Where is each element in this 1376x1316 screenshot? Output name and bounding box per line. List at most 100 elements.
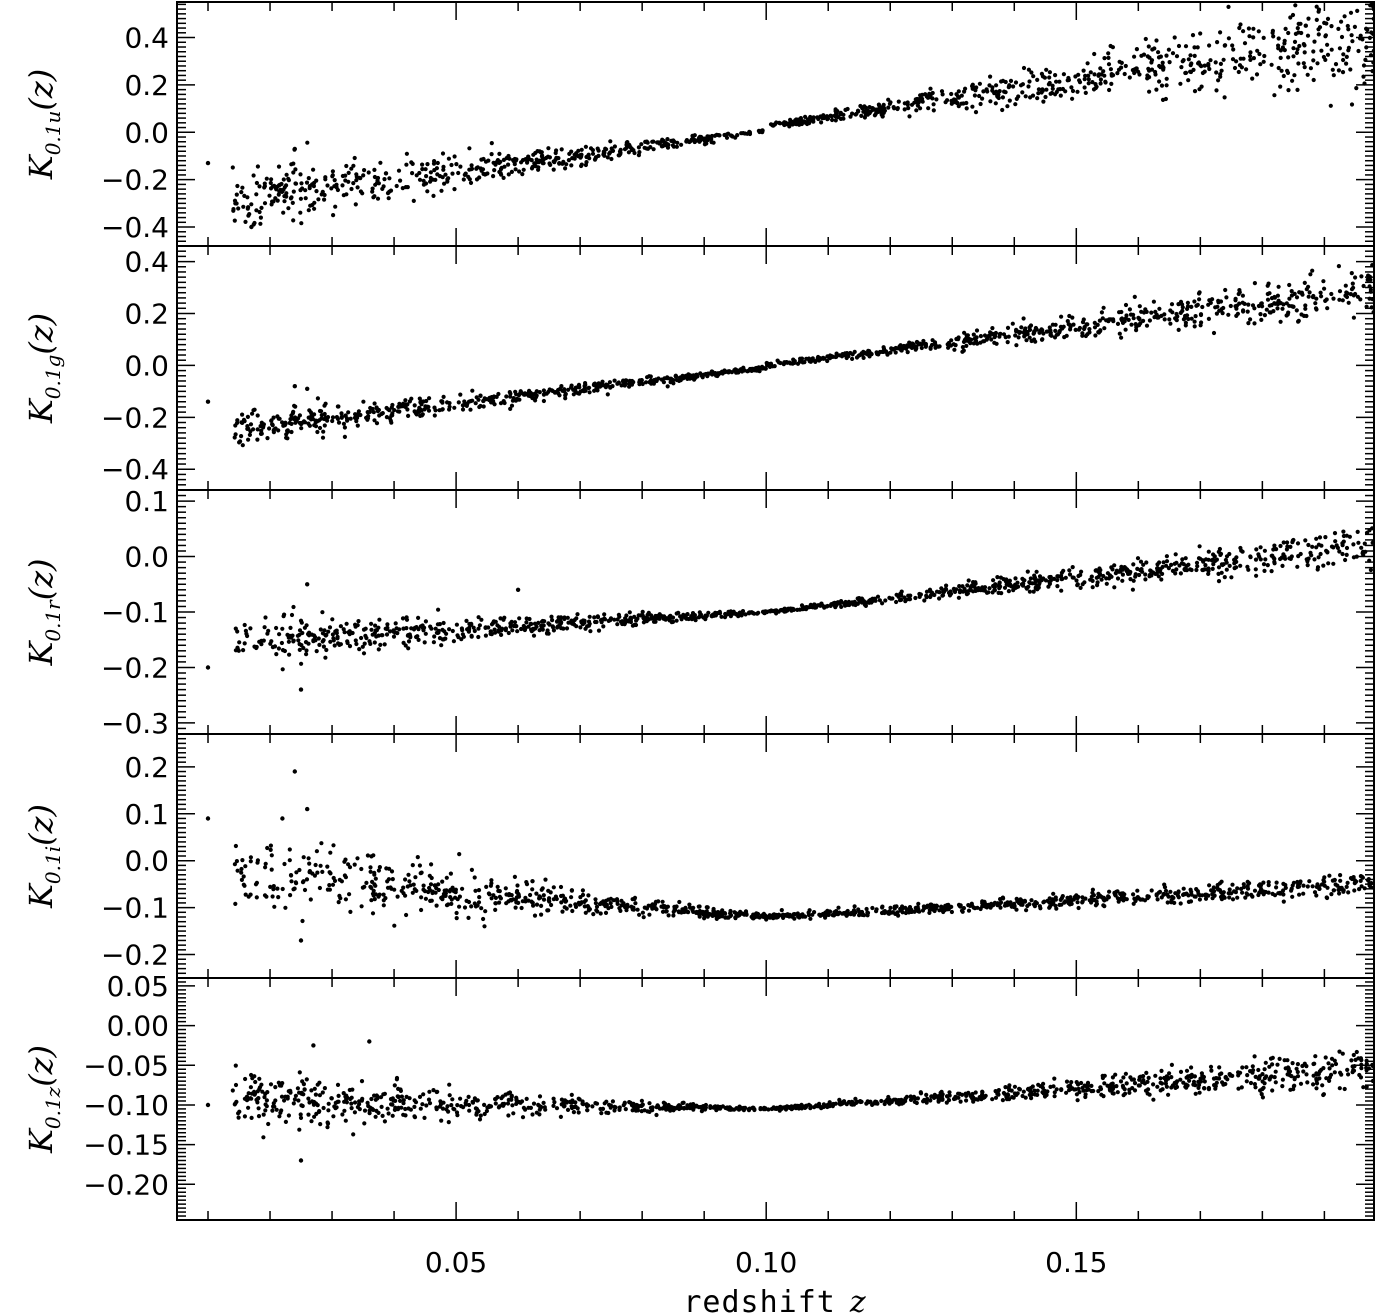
- data-point: [1294, 295, 1300, 300]
- data-point: [843, 107, 848, 112]
- data-point: [1099, 310, 1104, 315]
- data-point: [643, 139, 648, 144]
- data-point: [388, 885, 393, 890]
- data-point: [546, 146, 551, 151]
- data-point: [964, 106, 969, 111]
- data-point: [410, 890, 415, 895]
- data-point: [385, 191, 391, 196]
- data-point: [1146, 44, 1151, 49]
- data-point: [372, 174, 377, 180]
- data-point: [378, 160, 383, 165]
- data-point: [1059, 896, 1064, 901]
- data-point: [541, 398, 547, 404]
- data-point: [1102, 326, 1107, 331]
- data-point: [1278, 319, 1283, 324]
- data-point: [799, 603, 805, 608]
- data-point: [1315, 61, 1320, 66]
- data-point: [571, 392, 576, 397]
- data-point: [520, 172, 525, 177]
- data-point: [1275, 293, 1280, 298]
- data-point: [1013, 80, 1019, 85]
- data-point: [1174, 54, 1180, 59]
- data-point: [845, 602, 850, 608]
- data-point: [1035, 96, 1040, 101]
- data-point: [711, 140, 716, 145]
- data-point: [541, 893, 546, 898]
- data-point: [1304, 313, 1309, 319]
- data-point: [355, 415, 360, 420]
- data-point: [678, 614, 683, 619]
- data-point: [1230, 897, 1236, 902]
- data-point: [417, 863, 422, 868]
- data-point: [1362, 81, 1367, 86]
- data-point: [284, 172, 289, 177]
- data-point: [292, 886, 297, 891]
- data-point: [1026, 84, 1031, 89]
- data-point: [416, 615, 421, 621]
- data-point: [930, 90, 935, 96]
- data-point: [580, 888, 586, 893]
- data-point: [617, 153, 622, 158]
- data-point: [648, 145, 653, 150]
- data-point: [1001, 896, 1006, 901]
- data-point: [1151, 570, 1156, 575]
- data-point: [411, 198, 416, 203]
- data-point: [651, 381, 657, 386]
- data-point: [1316, 9, 1321, 14]
- data-point: [515, 629, 520, 634]
- data-point: [1351, 285, 1356, 290]
- data-point: [459, 637, 464, 642]
- data-point: [1122, 71, 1127, 77]
- data-point: [1066, 77, 1071, 83]
- data-point: [991, 583, 996, 589]
- data-point: [349, 166, 354, 171]
- data-point: [241, 874, 246, 879]
- data-point: [478, 403, 483, 409]
- data-point: [270, 199, 275, 204]
- data-point: [323, 655, 328, 660]
- data-point: [1229, 575, 1234, 580]
- data-point: [289, 429, 294, 435]
- data-point: [1319, 543, 1324, 548]
- data-point: [782, 122, 787, 127]
- data-point: [246, 437, 251, 442]
- data-point: [432, 634, 437, 639]
- data-point: [1032, 573, 1037, 578]
- data-point: [1351, 315, 1356, 320]
- data-point: [457, 894, 462, 899]
- data-point: [600, 379, 605, 384]
- data-point: [401, 640, 406, 646]
- data-point: [476, 626, 481, 631]
- data-point: [423, 631, 428, 636]
- data-point: [1197, 297, 1202, 302]
- data-point: [503, 628, 508, 633]
- data-point: [850, 601, 855, 606]
- data-point: [1009, 584, 1015, 589]
- data-point: [255, 413, 260, 418]
- data-point: [1014, 327, 1019, 332]
- data-point: [1314, 17, 1319, 22]
- data-point: [1367, 284, 1372, 289]
- data-point: [462, 905, 468, 910]
- data-point: [1166, 47, 1171, 52]
- data-point: [489, 896, 494, 901]
- data-point: [242, 419, 247, 424]
- data-point: [627, 610, 632, 615]
- data-point: [324, 647, 329, 653]
- data-point: [594, 904, 600, 909]
- data-point: [1272, 543, 1277, 548]
- data-point: [1252, 321, 1257, 326]
- data-point: [1120, 572, 1125, 577]
- data-point: [988, 99, 993, 104]
- data-point: [1278, 48, 1283, 53]
- data-point: [334, 631, 339, 636]
- data-point: [329, 186, 334, 191]
- data-point: [1090, 80, 1095, 85]
- data-point: [507, 156, 512, 161]
- data-point: [514, 624, 519, 629]
- data-point: [529, 629, 534, 634]
- data-point: [1315, 567, 1320, 572]
- data-point: [1048, 574, 1053, 580]
- data-point: [539, 150, 544, 155]
- data-point: [358, 189, 363, 194]
